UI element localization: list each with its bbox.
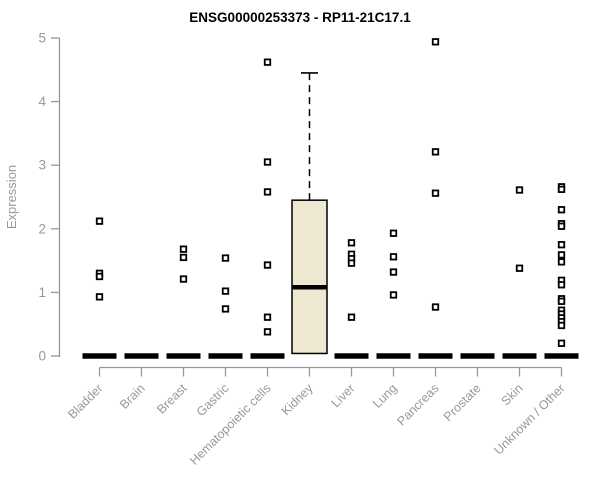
outlier-point [557, 258, 566, 266]
x-tick-label: Bladder [65, 381, 105, 421]
outlier-point [347, 239, 356, 247]
collapsed-box [460, 353, 495, 359]
outlier-point [221, 287, 230, 295]
outlier-point [515, 186, 524, 194]
outlier-point [221, 254, 230, 262]
outlier-point [95, 217, 104, 225]
outlier-point [557, 321, 566, 330]
y-tick-label: 4 [38, 94, 46, 109]
outlier-point [389, 268, 398, 276]
x-tick-label: Skin [499, 381, 526, 408]
outlier-point [179, 245, 188, 253]
y-tick-label: 5 [38, 31, 46, 46]
outlier-point [431, 148, 440, 156]
y-axis-title: Expression [4, 165, 19, 229]
outlier-point [515, 264, 524, 272]
outlier-point [557, 206, 566, 214]
outlier-point [431, 38, 440, 46]
outlier-point [431, 303, 440, 311]
outlier-point [557, 241, 566, 249]
outlier-point [263, 188, 272, 196]
outlier-point [263, 313, 272, 321]
collapsed-box [502, 353, 537, 359]
box [291, 199, 328, 355]
outlier-point [557, 281, 566, 289]
x-tick-label: Breast [154, 381, 190, 417]
outlier-point [557, 251, 566, 259]
collapsed-box [334, 353, 369, 359]
chart-title: ENSG00000253373 - RP11-21C17.1 [189, 10, 411, 25]
outlier-point [347, 313, 356, 321]
outlier-point [179, 275, 188, 283]
x-tick-label: Liver [329, 381, 358, 410]
collapsed-box [166, 353, 201, 359]
collapsed-box [208, 353, 243, 359]
outlier-point [263, 328, 272, 336]
collapsed-box [376, 353, 411, 359]
outlier-point [389, 229, 398, 237]
y-tick-label: 1 [38, 285, 46, 300]
collapsed-box [124, 353, 159, 359]
x-tick-label: Pancreas [394, 381, 441, 428]
outlier-point [389, 253, 398, 261]
x-tick-label: Unknown / Other [491, 381, 567, 457]
x-tick-label: Hematopoietic cells [187, 381, 274, 468]
collapsed-box [250, 353, 285, 359]
outlier-point [557, 185, 566, 194]
outlier-point [347, 259, 356, 267]
outlier-point [95, 272, 104, 281]
collapsed-box [82, 353, 117, 359]
outlier-point [431, 189, 440, 197]
outlier-point [179, 253, 188, 262]
collapsed-box [544, 353, 579, 359]
outlier-point [221, 305, 230, 313]
y-tick-label: 2 [38, 221, 46, 236]
outlier-point [263, 158, 272, 166]
outlier-point [389, 291, 398, 299]
y-axis: 0 1 2 3 4 5 Expression [4, 31, 61, 364]
collapsed-box [418, 353, 453, 359]
y-tick-label: 3 [38, 158, 46, 173]
x-tick-label: Brain [117, 381, 148, 412]
outlier-point [557, 297, 566, 305]
x-tick-label: Gastric [194, 381, 232, 419]
x-tick-label: Prostate [441, 381, 484, 424]
outliers-layer [95, 38, 566, 347]
x-tick-label: Kidney [279, 381, 316, 418]
x-tick-label: Lung [370, 381, 400, 411]
outlier-point [95, 293, 104, 301]
outlier-point [263, 58, 272, 66]
outlier-point [557, 222, 566, 230]
y-tick-label: 0 [38, 349, 46, 364]
outlier-point [263, 261, 272, 269]
boxes-layer [82, 72, 579, 359]
outlier-point [557, 339, 566, 347]
